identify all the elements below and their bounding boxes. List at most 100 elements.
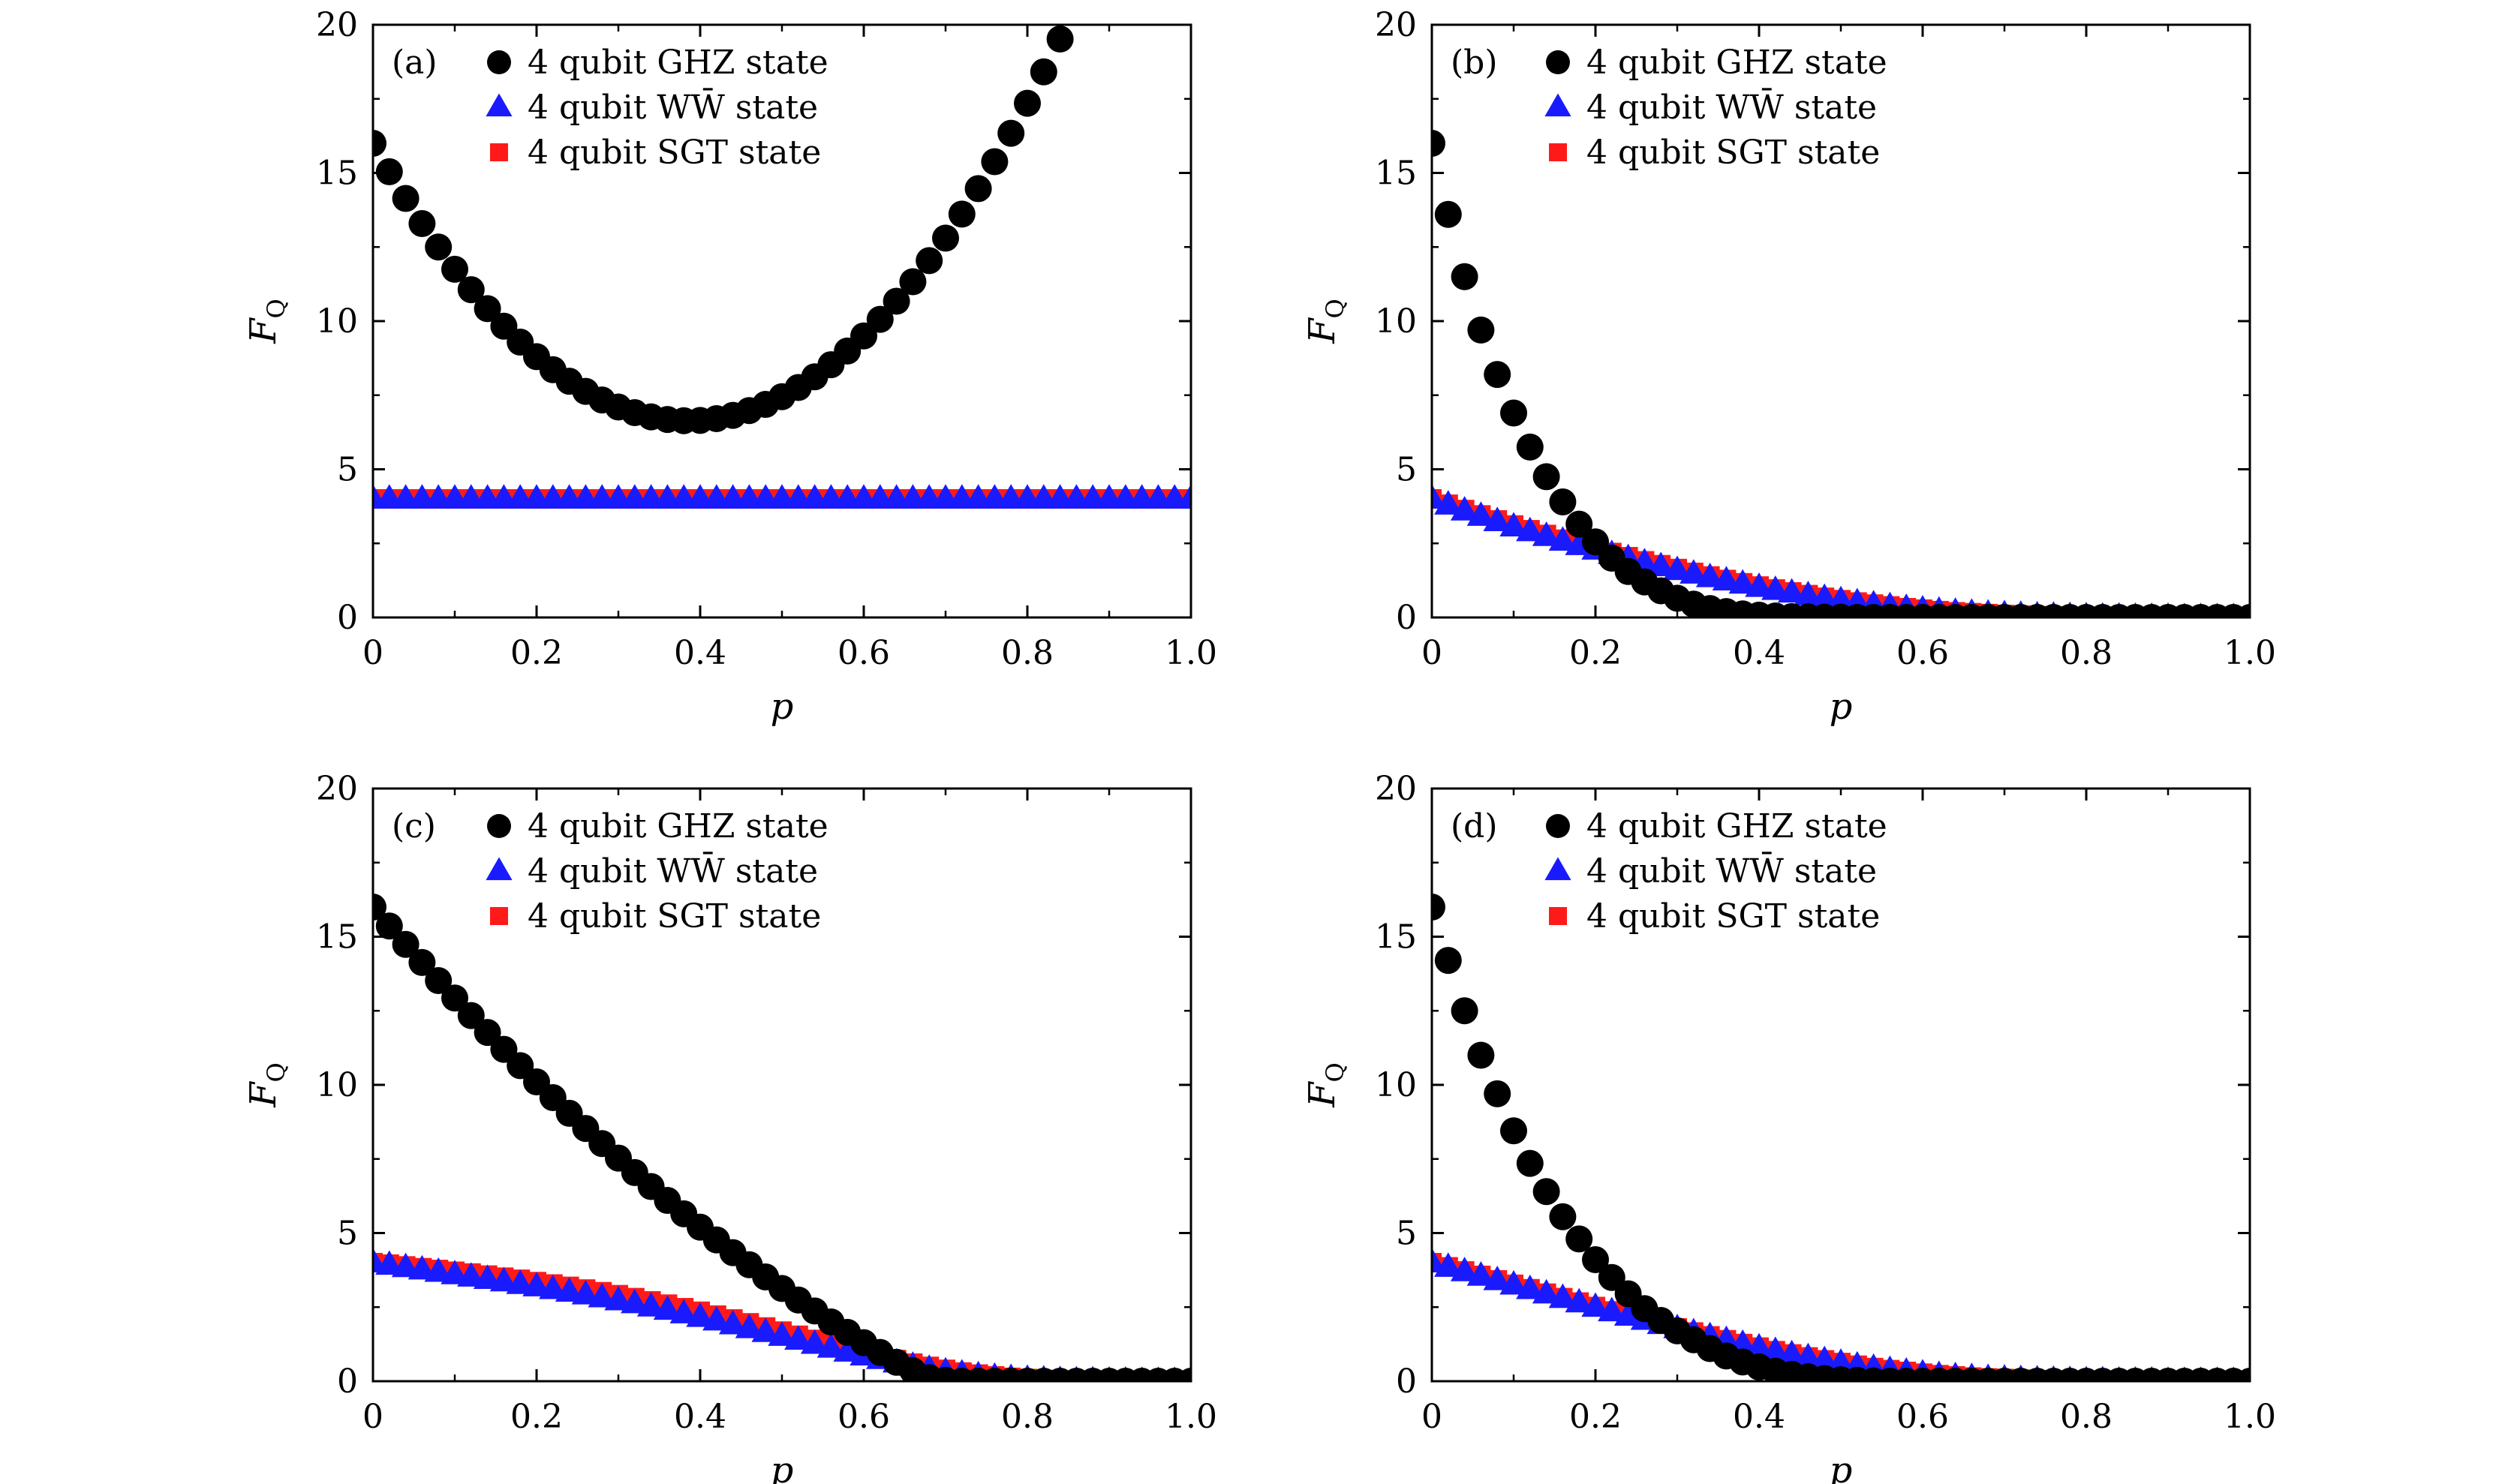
- x-tick-label: 0.4: [674, 634, 726, 672]
- legend-label: 4 qubit SGT state: [1586, 897, 1880, 936]
- ww-point: [457, 1262, 486, 1287]
- x-tick-label: 0.8: [2060, 1398, 2113, 1436]
- ghz-point: [1451, 263, 1478, 290]
- plot-area: [1432, 130, 2250, 617]
- ww-point: [1613, 1301, 1643, 1326]
- y-tick-label: 0: [337, 1362, 358, 1401]
- legend-item-sgt: 4 qubit SGT state: [490, 134, 821, 172]
- ghz-point: [899, 268, 927, 296]
- y-tick-label: 0: [1396, 599, 1417, 637]
- ghz-point: [392, 185, 420, 212]
- legend-marker-triangle: [1544, 93, 1571, 117]
- y-axis-label: FQ: [1301, 1062, 1349, 1108]
- y-axis-label-main: F: [242, 317, 284, 344]
- x-tick-label: 0.4: [674, 1398, 726, 1436]
- ww-point: [702, 1305, 731, 1331]
- y-tick-label: 0: [1396, 1362, 1417, 1401]
- x-axis-label: p: [1830, 1449, 1853, 1484]
- y-axis-label-sub: Q: [262, 299, 290, 318]
- ww-point: [1598, 1296, 1626, 1322]
- y-tick-label: 20: [316, 6, 358, 44]
- series-ghz: [373, 25, 1074, 434]
- y-tick-label: 10: [316, 1066, 358, 1104]
- ghz-point: [375, 912, 403, 940]
- ww-point: [473, 1264, 502, 1290]
- y-tick-label: 5: [337, 451, 358, 489]
- ghz-point: [507, 1052, 534, 1080]
- ww-point: [1434, 1252, 1463, 1277]
- legend-item-ghz: 4 qubit GHZ state: [1546, 44, 1887, 82]
- x-axis-label: p: [771, 686, 794, 728]
- y-tick-label: 5: [337, 1215, 358, 1253]
- legend-marker-square: [1549, 907, 1567, 925]
- ww-point: [407, 1254, 437, 1280]
- y-tick-label: 20: [316, 770, 358, 808]
- chart-panel-a: 0 0.2 0.4 0.6 0.8 1.0 0 5 10 15 20 p FQ (a) 4 qubit GH…: [242, 6, 1217, 728]
- y-tick-label: 0: [337, 599, 358, 637]
- ghz-point: [1467, 316, 1495, 344]
- ww-point: [1728, 569, 1757, 594]
- ww-point: [539, 1274, 567, 1299]
- ghz-point: [1516, 1149, 1544, 1177]
- ww-point: [1712, 566, 1741, 590]
- x-tick-label: 0: [1421, 1398, 1442, 1436]
- y-axis-label-sub: Q: [262, 1062, 290, 1082]
- ghz-point: [457, 1002, 485, 1029]
- x-tick-label: 1.0: [2224, 1398, 2276, 1436]
- ww-point: [1466, 1261, 1496, 1286]
- ww-point: [1745, 572, 1773, 597]
- ww-point: [669, 1299, 698, 1323]
- ww-point: [1777, 1339, 1806, 1365]
- x-tick-label: 0.6: [838, 1398, 890, 1436]
- panel-label: (c): [392, 807, 436, 846]
- legend-marker-square: [490, 143, 508, 161]
- ww-point: [375, 1250, 404, 1275]
- ww-point: [1177, 484, 1191, 509]
- legend-label: 4 qubit GHZ state: [1586, 807, 1887, 846]
- ww-point: [1695, 562, 1725, 587]
- ww-point: [373, 1248, 387, 1272]
- ghz-point: [1532, 463, 1560, 491]
- legend-marker-square: [1549, 143, 1567, 161]
- ghz-point: [474, 295, 501, 323]
- chart-panel-b: 0 0.2 0.4 0.6 0.8 1.0 0 5 10 15 20 p FQ (b) 4 qubit GH…: [1301, 6, 2276, 728]
- x-tick-label: 0.8: [1001, 1398, 1054, 1436]
- ghz-point: [1516, 433, 1544, 461]
- chart-panel-d: 0 0.2 0.4 0.6 0.8 1.0 0 5 10 15 20 p FQ (d) 4 qubit GH…: [1301, 770, 2276, 1484]
- x-tick-label: 0.4: [1733, 1398, 1785, 1436]
- x-tick-label: 0: [1421, 634, 1442, 672]
- ghz-point: [408, 210, 436, 238]
- x-tick-label: 1.0: [1165, 634, 1217, 672]
- ghz-point: [1046, 25, 1074, 53]
- ww-point: [1483, 506, 1511, 531]
- y-tick-label: 5: [1396, 451, 1417, 489]
- ww-point: [588, 1282, 616, 1308]
- y-axis-label-main: F: [1301, 1081, 1343, 1108]
- x-tick-label: 0.2: [1569, 634, 1622, 672]
- ww-point: [784, 1325, 813, 1350]
- x-tick-label: 0.6: [838, 634, 890, 672]
- ghz-point: [392, 930, 420, 958]
- legend-label: 4 qubit WW̄ state: [528, 87, 818, 127]
- ww-point: [441, 1260, 469, 1284]
- legend-item-ghz: 4 qubit GHZ state: [1546, 807, 1887, 846]
- ww-point: [816, 1333, 846, 1358]
- x-tick-label: 0.8: [1001, 634, 1054, 672]
- ww-point: [800, 1329, 829, 1354]
- ww-point: [1499, 512, 1528, 537]
- y-tick-label: 5: [1396, 1215, 1417, 1253]
- series-ghz: [1432, 894, 2250, 1381]
- ghz-point: [1532, 1178, 1560, 1206]
- legend-label: 4 qubit GHZ state: [528, 807, 828, 846]
- legend-item-ghz: 4 qubit GHZ state: [487, 44, 828, 82]
- ghz-point: [373, 894, 386, 921]
- ww-point: [1794, 581, 1823, 605]
- ww-point: [1777, 578, 1806, 603]
- ghz-point: [1598, 1263, 1625, 1291]
- ghz-point: [1565, 1225, 1593, 1253]
- plot-area: [1432, 894, 2250, 1381]
- x-tick-label: 1.0: [1165, 1398, 1217, 1436]
- x-tick-label: 0: [362, 1398, 383, 1436]
